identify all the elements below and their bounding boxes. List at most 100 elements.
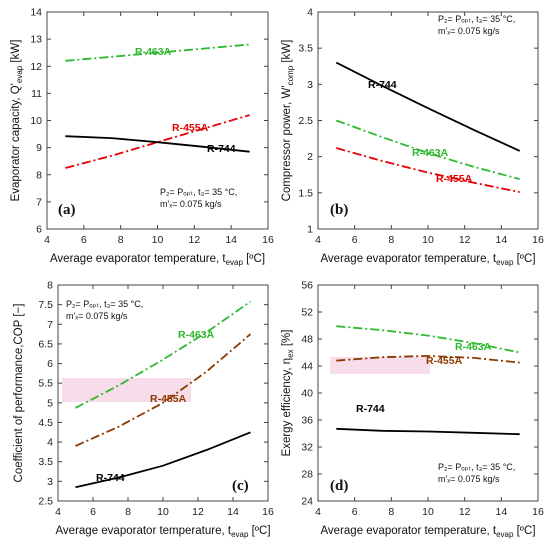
series-label-r-463a: R-463A [455, 341, 492, 353]
y-tick-label: 52 [301, 307, 313, 319]
y-tick-label: 36 [301, 415, 313, 427]
x-axis-label: Average evaporator temperature, tevap [º… [320, 525, 535, 539]
panel-c: 4 6 8 10 12 14 16 2.5 3 3.5 4 4.5 5 5.5 6 6.5 7 7.5 8 Avera… [13, 280, 274, 540]
series-label-r-744: R-744 [368, 79, 397, 91]
x-tick-label: 14 [225, 234, 237, 246]
y-tick-label: 3.5 [298, 43, 313, 55]
y-tick-label: 6 [36, 224, 42, 236]
y-tick-label: 3.5 [38, 456, 53, 468]
series-line-r-744 [335, 61, 521, 152]
x-tick-label: 4 [315, 506, 321, 518]
series-line-r-744 [336, 427, 520, 436]
y-axis-label: Evaporator capacity, Q'evap [kW] [10, 40, 24, 202]
y-tick-label: 1 [307, 224, 313, 236]
x-tick-label: 12 [459, 506, 471, 518]
y-tick-label: 5 [47, 397, 53, 409]
condition-annotation: m'ₓ= 0.075 kg/s [66, 311, 128, 321]
y-tick-label: 7.5 [38, 299, 53, 311]
label-highlight [330, 357, 430, 374]
series-label-r-744: R-744 [96, 472, 125, 484]
x-tick-label: 8 [125, 506, 131, 518]
x-tick-label: 4 [44, 234, 50, 246]
x-tick-label: 10 [157, 506, 169, 518]
y-tick-label: 44 [301, 361, 313, 373]
y-axis-label: Coefficient of performance,COP [−] [13, 304, 25, 483]
y-tick-label: 10 [30, 115, 42, 127]
x-tick-label: 16 [262, 234, 274, 246]
y-tick-label: 2.5 [298, 115, 313, 127]
y-tick-label: 11 [31, 88, 42, 100]
y-tick-label: 24 [301, 496, 313, 508]
condition-annotation: m'ₓ= 0.075 kg/s [160, 199, 222, 209]
series-label-r-744: R-744 [207, 143, 236, 155]
y-axis-label: Exergy efficiency, ηex [%] [281, 330, 295, 457]
condition-annotation: P₂= Pₒₚₜ, t₃= 35 °C, [438, 462, 515, 472]
y-tick-label: 28 [301, 469, 313, 481]
y-tick-label: 4.5 [38, 417, 53, 429]
x-tick-label: 6 [81, 234, 87, 246]
series-line-r-455a [75, 333, 252, 447]
series-label-r-455a: R-455A [436, 173, 473, 185]
x-tick-label: 14 [495, 506, 507, 518]
y-tick-label: 7 [47, 319, 53, 331]
x-tick-label: 10 [152, 234, 164, 246]
x-tick-label: 16 [532, 506, 544, 518]
condition-annotation: m'ₓ= 0.075 kg/s [438, 26, 500, 36]
x-tick-label: 4 [315, 234, 321, 246]
series-label-r-744: R-744 [356, 403, 385, 415]
y-tick-label: 32 [301, 442, 313, 454]
x-tick-label: 8 [388, 234, 394, 246]
series-line-r-463a [336, 325, 520, 354]
y-tick-label: 2.5 [38, 496, 53, 508]
plot-frame [317, 11, 539, 230]
x-tick-label: 12 [192, 506, 204, 518]
y-tick-label: 4 [307, 7, 313, 19]
y-tick-label: 12 [30, 61, 42, 73]
series-label-r-455a: R-455A [150, 393, 187, 405]
y-tick-label: 56 [301, 280, 313, 292]
panel-label: (a) [58, 202, 76, 218]
y-tick-label: 6.5 [38, 338, 53, 350]
panel-label: (b) [330, 202, 348, 218]
series-line-r-455a [336, 147, 520, 193]
x-tick-label: 16 [262, 506, 274, 518]
y-tick-label: 48 [301, 334, 313, 346]
panel-label: (d) [330, 478, 348, 494]
series-line-r-455a [65, 114, 250, 169]
panel-label: (c) [232, 478, 249, 494]
x-axis-label: Average evaporator temperature, tevap [º… [50, 253, 265, 267]
x-axis-label: Average evaporator temperature, tevap [º… [320, 253, 535, 267]
x-tick-label: 16 [532, 234, 544, 246]
series-label-r-455a: R-455A [172, 122, 209, 134]
y-tick-label: 4 [47, 437, 53, 449]
panel-d: 4 6 8 10 12 14 16 24 28 32 36 40 44 48 52 56 Average eva… [281, 280, 544, 540]
condition-annotation: P₂= Pₒₚₜ, t₃= 35 °C, [66, 299, 143, 309]
y-tick-label: 14 [30, 7, 42, 19]
y-tick-label: 6 [47, 358, 53, 370]
x-tick-label: 8 [388, 506, 394, 518]
y-tick-label: 7 [36, 196, 42, 208]
condition-annotation: P₂= Pₒₚₜ, t₃= 35 °C, [438, 14, 515, 24]
series-line-r-463a [65, 43, 250, 62]
x-tick-label: 10 [422, 234, 434, 246]
y-axis-label: Compressor power, W'comp [kW] [281, 40, 295, 202]
x-axis-label: Average evaporator temperature, tevap [º… [55, 525, 270, 539]
y-tick-label: 8 [36, 169, 42, 181]
x-tick-label: 10 [422, 506, 434, 518]
x-tick-label: 14 [227, 506, 239, 518]
series-label-r-463a: R-463A [135, 46, 172, 58]
x-tick-label: 8 [118, 234, 124, 246]
y-tick-label: 3 [307, 79, 313, 91]
condition-annotation: P₂= Pₒₚₜ, t₃= 35 °C, [160, 187, 237, 197]
x-tick-label: 6 [352, 506, 358, 518]
x-tick-label: 12 [188, 234, 200, 246]
y-tick-label: 5.5 [38, 378, 53, 390]
series-label-r-463a: R-463A [178, 329, 215, 341]
series-label-r-455a: R-455A [426, 355, 463, 367]
y-tick-label: 2 [307, 151, 313, 163]
y-tick-label: 40 [301, 388, 313, 400]
y-tick-label: 13 [30, 34, 42, 46]
x-tick-label: 4 [55, 506, 61, 518]
